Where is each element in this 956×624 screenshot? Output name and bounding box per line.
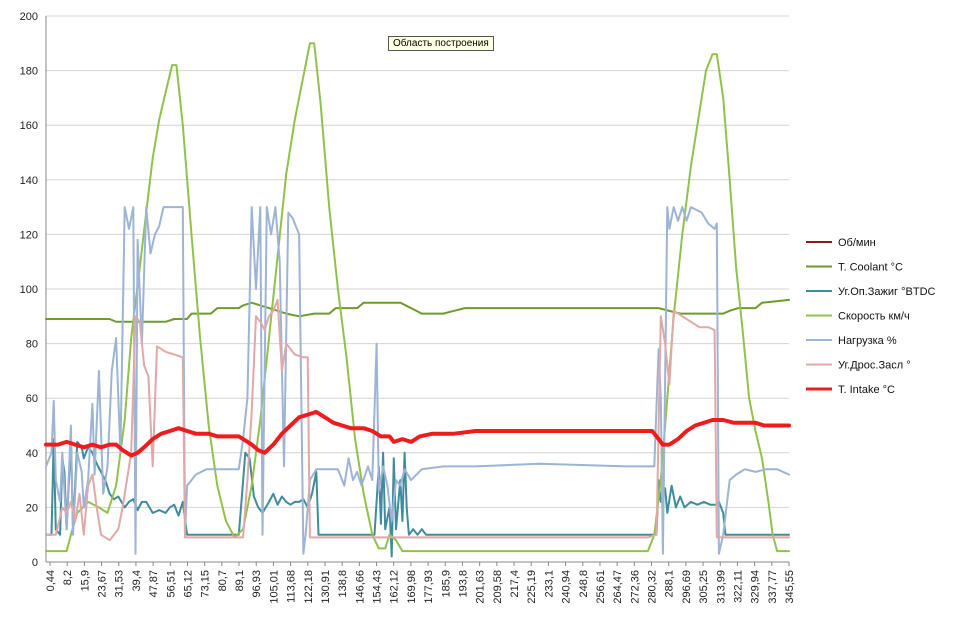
x-tick-label: 105,01 [268,570,280,604]
y-tick-label: 80 [26,339,38,351]
x-tick-label: 337,77 [767,570,779,604]
x-tick-label: 8,2 [62,570,74,585]
x-tick-label: 89,1 [234,570,246,591]
series-line-2 [45,438,790,558]
x-tick-label: 201,63 [475,570,487,604]
x-tick-label: 15,9 [79,570,91,591]
y-tick-label: 40 [26,448,38,460]
y-tick-label: 20 [26,502,38,514]
x-tick-label: 0,44 [45,570,57,591]
x-tick-label: 113,68 [286,570,298,603]
x-tick-label: 146,66 [354,570,366,604]
gridlines [46,15,789,508]
x-tick-label: 65,12 [182,570,194,598]
legend-label: T. Intake °C [838,384,895,396]
x-tick-label: 322,11 [732,570,744,603]
y-tick-label: 180 [20,66,38,78]
x-tick-label: 122,18 [303,570,315,604]
x-tick-label: 217,4 [509,570,521,598]
x-tick-label: 162,12 [389,570,401,604]
x-tick-label: 31,53 [114,570,126,598]
x-tick-label: 296,69 [681,570,693,604]
legend-label: Уг.Дрос.Засл ° [838,360,911,372]
x-tick-label: 193,8 [457,570,469,598]
x-tick-label: 47,87 [148,570,160,598]
x-tick-label: 169,98 [406,570,418,604]
x-tick-label: 23,67 [97,570,109,598]
x-tick-label: 256,61 [595,570,607,604]
legend-label: Об/мин [838,237,876,249]
x-tick-label: 138,8 [337,570,349,598]
x-tick-label: 177,93 [423,570,435,604]
plot-area-tooltip: Область построения [388,36,494,51]
x-tick-label: 305,25 [698,570,710,604]
x-tick-label: 248,8 [578,570,590,598]
series-line-6 [44,409,791,458]
x-tick-label: 96,93 [251,570,263,598]
x-tick-label: 56,51 [165,570,177,598]
x-tick-label: 280,32 [647,570,659,604]
x-tick-label: 264,47 [612,570,624,604]
x-tick-label: 272,36 [629,570,641,604]
x-tick-label: 209,58 [492,570,504,604]
series-line-3 [45,42,790,553]
series-line-5 [45,298,790,542]
series-line-1 [45,298,790,323]
legend-label: Уг.Оп.Зажиг °BTDC [838,286,936,298]
x-tick-label: 130,91 [320,570,332,604]
x-tick-label: 329,94 [750,570,762,604]
x-tick-label: 345,55 [784,570,796,604]
x-tick-label: 154,43 [372,570,384,604]
legend-label: T. Coolant °C [838,262,903,274]
x-tick-label: 240,94 [561,570,573,604]
y-tick-label: 120 [20,229,38,241]
y-tick-label: 200 [20,11,38,23]
legend-label: Нагрузка % [838,335,897,347]
series-line-4 [45,206,790,555]
y-tick-label: 140 [20,175,38,187]
x-tick-label: 39,4 [131,570,143,591]
x-tick-label: 185,9 [440,570,452,598]
x-tick-label: 225,19 [526,570,538,604]
x-tick-label: 73,15 [200,570,212,598]
axes: 0 20 40 60 80 100 120 140 160 180 200 0,44 8,2 15,9 23… [20,11,796,604]
y-tick-label: 60 [26,393,38,405]
x-tick-label: 313,99 [715,570,727,604]
x-tick-label: 233,1 [543,570,555,598]
x-tick-label: 288,1 [664,570,676,598]
x-tick-label: 80,7 [217,570,229,591]
y-tick-label: 0 [32,557,38,569]
y-tick-label: 160 [20,120,38,132]
series-lines [44,42,791,558]
y-tick-label: 100 [20,284,38,296]
legend: Об/мин T. Coolant °C Уг.Оп.Зажиг °BTDC Скор… [806,237,936,396]
legend-label: Скорость км/ч [838,311,910,323]
